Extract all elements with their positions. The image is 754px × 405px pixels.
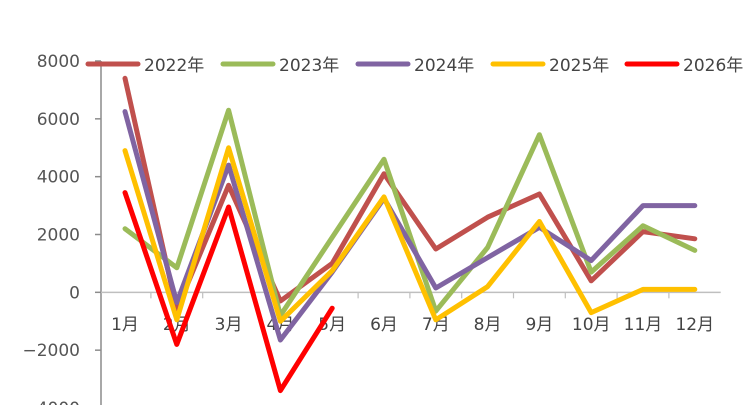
y-tick-label: 8000: [37, 52, 80, 72]
y-tick-label: 0: [69, 283, 80, 303]
series-line-4: [122, 145, 698, 324]
series-line-2: [122, 107, 698, 318]
y-axis-ticks: 8000 6000 4000 2000 0 −2000 −4000: [22, 52, 101, 405]
legend-label: 2022年: [144, 56, 204, 76]
y-tick-label: −4000: [22, 399, 80, 405]
chart-legend: 2022年 2023年 2024年 2025年 2026年: [85, 56, 743, 76]
series-line-3: [122, 109, 698, 343]
x-tick-label: 1月: [111, 315, 139, 335]
y-tick-label: 2000: [37, 226, 80, 246]
x-tick-label: 8月: [474, 315, 502, 335]
x-tick-label: 10月: [572, 315, 611, 335]
x-tick-label: 11月: [624, 315, 663, 335]
y-tick-label: 4000: [37, 168, 80, 188]
series-line-1: [122, 75, 698, 313]
chart-series: [122, 75, 698, 394]
x-tick-label: 12月: [675, 315, 714, 335]
legend-label: 2025年: [549, 56, 609, 76]
series-line-5: [122, 190, 335, 394]
legend-label: 2023年: [279, 56, 339, 76]
x-tick-label: 9月: [525, 315, 553, 335]
x-tick-label: 7月: [422, 315, 450, 335]
x-tick-label: 3月: [215, 315, 243, 335]
y-tick-label: −2000: [22, 341, 80, 361]
legend-label: 2026年: [683, 56, 743, 76]
legend-label: 2024年: [414, 56, 474, 76]
x-tick-label: 6月: [370, 315, 398, 335]
y-tick-label: 6000: [37, 110, 80, 130]
